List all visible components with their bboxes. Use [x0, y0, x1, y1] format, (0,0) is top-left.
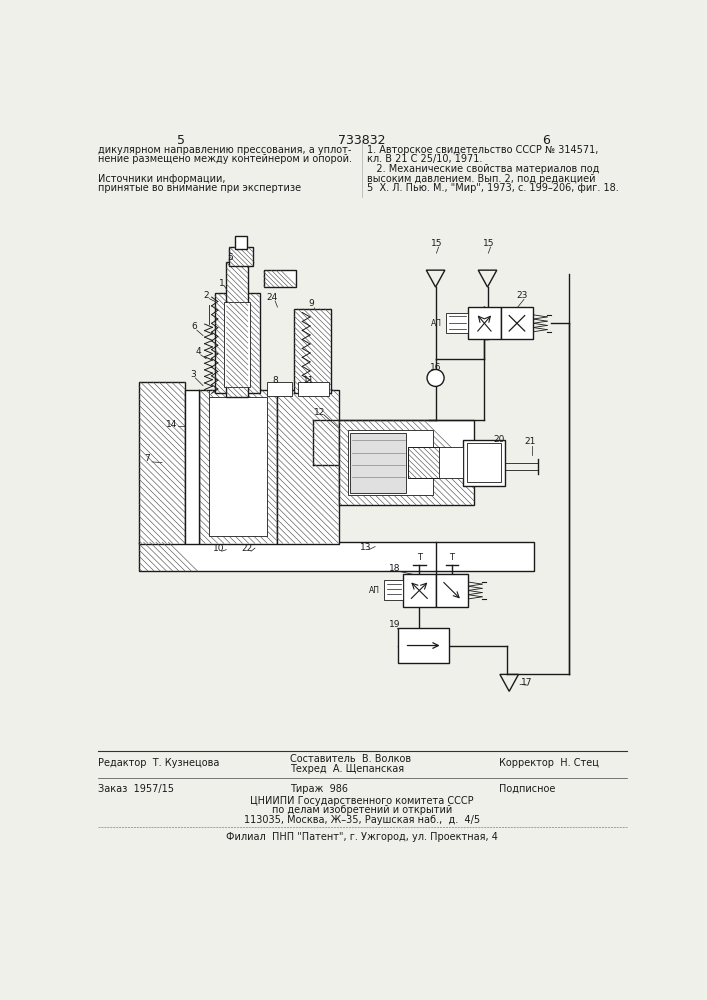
Bar — [462, 440, 506, 486]
Bar — [185, 389, 199, 544]
Text: 17: 17 — [520, 678, 532, 687]
Bar — [226, 262, 248, 397]
Text: Техред  А. Щепанская: Техред А. Щепанская — [290, 764, 404, 774]
Text: 13: 13 — [360, 543, 372, 552]
Text: кл. В 21 С 25/10, 1971.: кл. В 21 С 25/10, 1971. — [368, 154, 483, 164]
Text: 9: 9 — [309, 299, 315, 308]
Text: T: T — [417, 553, 422, 562]
Bar — [139, 542, 534, 571]
Text: 23: 23 — [517, 291, 528, 300]
Text: 15: 15 — [431, 239, 442, 248]
Text: ЦНИИПИ Государственного комитета СССР: ЦНИИПИ Государственного комитета СССР — [250, 796, 474, 806]
Text: Корректор  Н. Стец: Корректор Н. Стец — [499, 758, 599, 768]
Bar — [298, 382, 329, 396]
Text: 20: 20 — [493, 435, 505, 444]
Bar — [436, 574, 468, 607]
Bar — [446, 313, 468, 333]
Text: 5: 5 — [228, 253, 233, 262]
Text: 10: 10 — [213, 544, 224, 553]
Text: Составитель  В. Волков: Составитель В. Волков — [290, 754, 411, 764]
Circle shape — [427, 369, 444, 386]
Bar — [235, 235, 247, 249]
Bar — [199, 389, 276, 544]
Text: 6: 6 — [191, 322, 197, 331]
Text: 1: 1 — [218, 279, 225, 288]
Text: 14: 14 — [165, 420, 177, 429]
Text: 4: 4 — [196, 347, 201, 356]
Text: по делам изобретений и открытий: по делам изобретений и открытий — [271, 805, 452, 815]
Text: АП: АП — [431, 319, 442, 328]
Text: 2. Механические свойства материалов под: 2. Механические свойства материалов под — [368, 164, 600, 174]
Bar — [468, 307, 501, 339]
Text: 5: 5 — [177, 134, 185, 147]
Text: 19: 19 — [389, 620, 400, 629]
Text: Тираж  986: Тираж 986 — [290, 784, 348, 794]
Text: 22: 22 — [242, 544, 253, 553]
Bar — [264, 270, 296, 287]
Bar — [467, 443, 501, 482]
Bar — [215, 293, 259, 393]
Bar — [351, 433, 406, 493]
Text: 5  Х. Л. Пью. М., "Мир", 1973, с. 199–206, фиг. 18.: 5 Х. Л. Пью. М., "Мир", 1973, с. 199–206… — [368, 183, 619, 193]
Text: Филиал  ПНП "Патент", г. Ужгород, ул. Проектная, 4: Филиал ПНП "Патент", г. Ужгород, ул. Про… — [226, 832, 498, 842]
Text: Подписное: Подписное — [499, 784, 556, 794]
Bar — [224, 302, 250, 387]
Text: 3: 3 — [190, 370, 196, 379]
Bar — [293, 309, 331, 393]
Text: нение размещено между контейнером и опорой.: нение размещено между контейнером и опор… — [98, 154, 351, 164]
Text: дикулярном направлению прессования, а уплот-: дикулярном направлению прессования, а уп… — [98, 145, 351, 155]
Text: высоким давлением. Вып. 2, под редакцией: высоким давлением. Вып. 2, под редакцией — [368, 174, 596, 184]
Bar — [385, 580, 403, 600]
Text: 18: 18 — [389, 564, 400, 573]
Bar — [339, 420, 474, 505]
Bar — [348, 430, 433, 495]
Text: 24: 24 — [267, 293, 278, 302]
Text: 733832: 733832 — [338, 134, 386, 147]
Text: 6: 6 — [542, 134, 549, 147]
Bar — [403, 574, 436, 607]
Text: 7: 7 — [144, 454, 150, 463]
Text: 8: 8 — [272, 376, 278, 385]
Text: принятые во внимание при экспертизе: принятые во внимание при экспертизе — [98, 183, 300, 193]
Bar — [501, 307, 533, 339]
Text: 11: 11 — [303, 376, 314, 385]
Text: Редактор  Т. Кузнецова: Редактор Т. Кузнецова — [98, 758, 219, 768]
Bar — [409, 447, 440, 478]
Text: 16: 16 — [430, 363, 441, 372]
Text: 113035, Москва, Ж–35, Раушская наб.,  д.  4/5: 113035, Москва, Ж–35, Раушская наб., д. … — [244, 815, 480, 825]
Bar — [139, 382, 185, 544]
Bar — [276, 389, 339, 544]
Bar — [228, 247, 253, 266]
Text: Заказ  1957/15: Заказ 1957/15 — [98, 784, 174, 794]
Bar — [209, 397, 267, 536]
Bar — [398, 628, 449, 663]
Text: 12: 12 — [315, 408, 326, 417]
Text: 15: 15 — [482, 239, 494, 248]
Bar — [267, 382, 292, 396]
Text: 2: 2 — [204, 291, 209, 300]
Bar — [409, 447, 462, 478]
Text: Источники информации,: Источники информации, — [98, 174, 225, 184]
Text: АП: АП — [369, 586, 380, 595]
Text: 21: 21 — [525, 437, 536, 446]
Text: 1. Авторское свидетельство СССР № 314571,: 1. Авторское свидетельство СССР № 314571… — [368, 145, 599, 155]
Text: T: T — [450, 553, 455, 562]
